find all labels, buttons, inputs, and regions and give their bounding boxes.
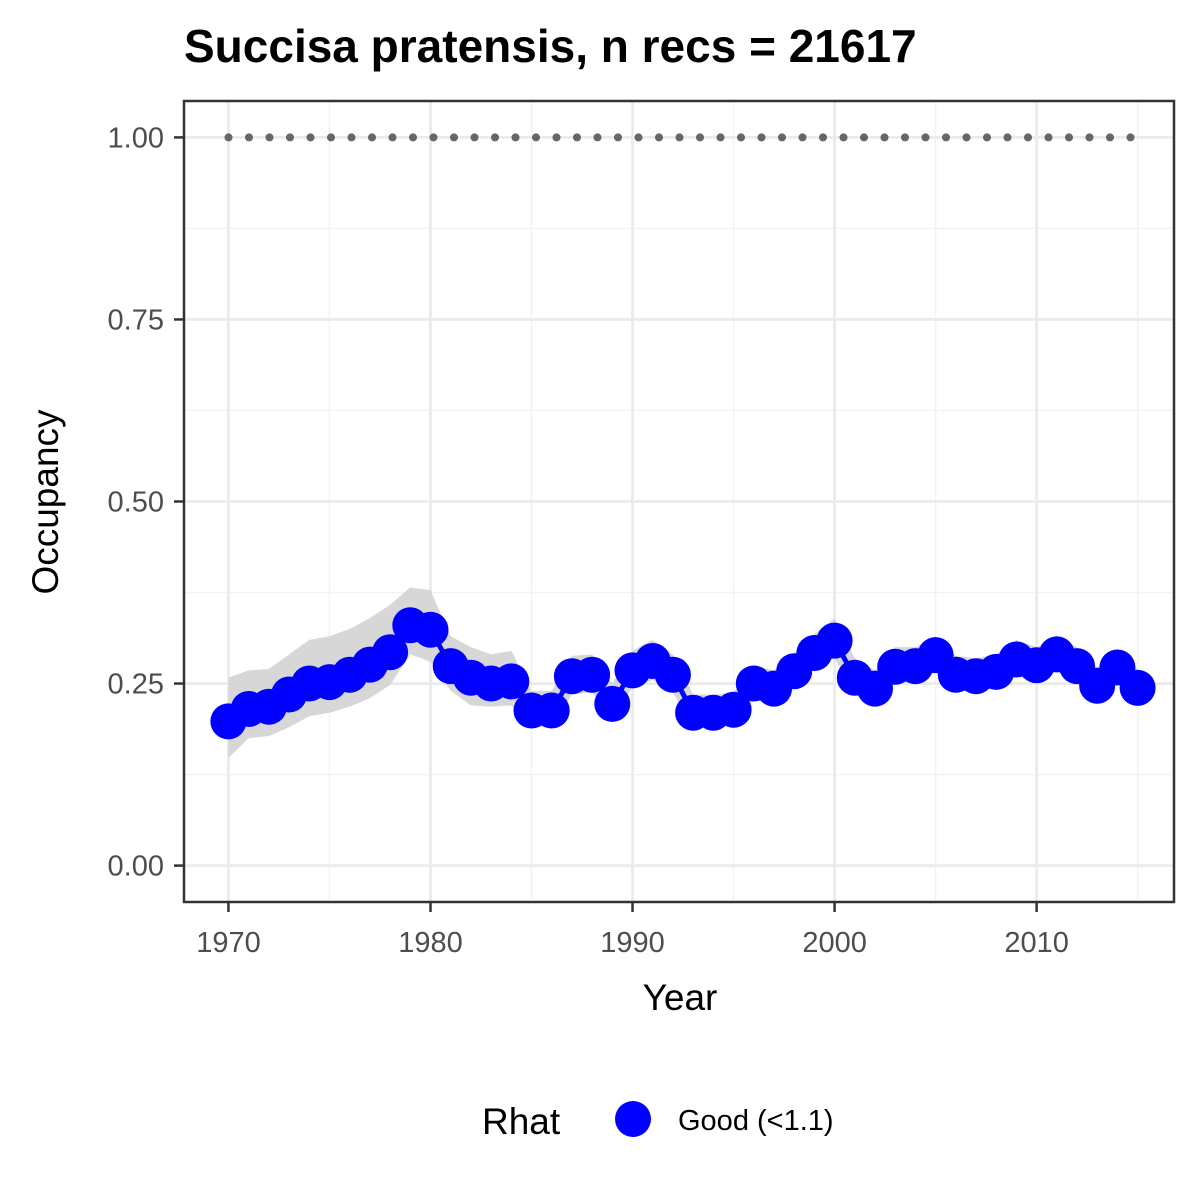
data-point-1980 <box>412 611 449 648</box>
y-tick-label-0.25: 0.25 <box>108 669 164 701</box>
y-tick-label-0.00: 0.00 <box>108 851 164 883</box>
data-point-1978 <box>372 634 409 671</box>
x-tick-label-2000: 2000 <box>802 927 867 959</box>
legend-key-good <box>615 1101 651 1137</box>
x-axis-title: Year <box>643 977 718 1018</box>
x-tick-label-1990: 1990 <box>600 927 665 959</box>
data-point-1988 <box>574 656 611 693</box>
data-point-1984 <box>493 663 530 700</box>
legend: Rhat Good (<1.1) <box>482 1101 834 1142</box>
data-point-2000 <box>816 622 853 659</box>
x-tick-label-1980: 1980 <box>398 927 463 959</box>
legend-label-good: Good (<1.1) <box>678 1105 834 1137</box>
plot-panel <box>182 99 1176 904</box>
data-point-1989 <box>594 685 631 722</box>
data-point-1995 <box>715 691 752 728</box>
chart-title: Succisa pratensis, n recs = 21617 <box>184 20 917 72</box>
x-tick-label-1970: 1970 <box>196 927 261 959</box>
y-tick-label-0.50: 0.50 <box>108 487 164 519</box>
y-axis-title: Occupancy <box>25 409 66 595</box>
y-tick-label-0.75: 0.75 <box>108 304 164 336</box>
y-tick-label-1.00: 1.00 <box>108 122 164 154</box>
x-tick-label-2010: 2010 <box>1004 927 1069 959</box>
legend-title: Rhat <box>482 1101 561 1142</box>
data-point-2015 <box>1119 669 1156 706</box>
data-point-1986 <box>533 692 570 729</box>
data-point-1992 <box>654 656 691 693</box>
